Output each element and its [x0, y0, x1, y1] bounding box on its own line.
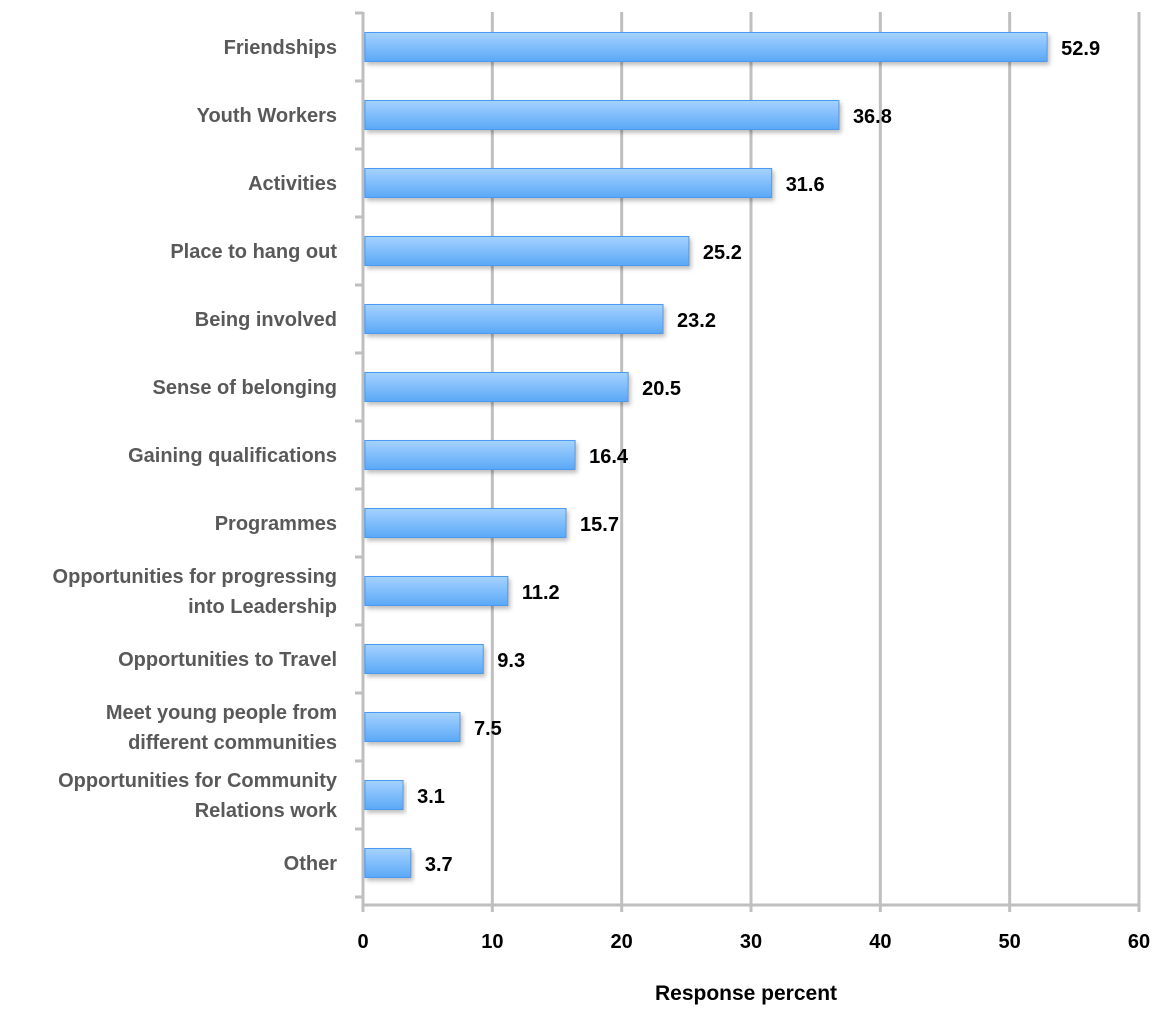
category-label-line: Programmes	[215, 513, 337, 535]
category-label-line: different communities	[128, 732, 337, 754]
bars	[364, 32, 1048, 878]
bar-11	[364, 712, 461, 742]
labels: 0 10 20 30 40 50 60 52.9 Friendships 36.8 Youth Wo…	[53, 37, 1151, 953]
bar-8	[364, 508, 567, 538]
value-label: 36.8	[853, 106, 892, 128]
bar-6	[364, 372, 629, 402]
category-label: Activities	[248, 173, 337, 195]
bar-5	[364, 304, 664, 334]
bar-7	[364, 440, 576, 470]
axes	[355, 11, 1141, 912]
category-label-line: into Leadership	[188, 596, 337, 618]
category-label-line: Opportunities for Community	[58, 770, 338, 792]
x-tick-label: 50	[999, 931, 1021, 953]
category-label: Sense of belonging	[153, 377, 337, 399]
bar-10	[364, 644, 484, 674]
category-label-line: Meet young people from	[106, 702, 337, 724]
category-label-line: Friendships	[224, 37, 337, 59]
x-axis-title: Response percent	[655, 982, 837, 1005]
value-label: 3.1	[417, 786, 445, 808]
value-label: 7.5	[474, 718, 502, 740]
category-label-line: Youth Workers	[197, 105, 337, 127]
bar-12	[364, 780, 404, 810]
value-label: 16.4	[589, 446, 629, 468]
x-tick-label: 20	[611, 931, 633, 953]
category-label: Opportunities for progressing into Leader…	[53, 566, 337, 618]
category-label-line: Being involved	[195, 309, 337, 331]
bar-9	[364, 576, 509, 606]
category-label: Other	[284, 853, 338, 875]
category-label: Place to hang out	[170, 241, 337, 263]
bar-2	[364, 100, 840, 130]
value-label: 23.2	[677, 310, 716, 332]
category-label: Youth Workers	[197, 105, 337, 127]
bar-4	[364, 236, 690, 266]
value-label: 31.6	[786, 174, 825, 196]
category-label-line: Activities	[248, 173, 337, 195]
category-label: Being involved	[195, 309, 337, 331]
value-label: 20.5	[642, 378, 681, 400]
category-label-line: Gaining qualifications	[128, 445, 337, 467]
bar-3	[364, 168, 773, 198]
x-tick-label: 10	[481, 931, 503, 953]
category-label: Programmes	[215, 513, 337, 535]
x-tick-label: 40	[869, 931, 891, 953]
category-label: Meet young people from different communit…	[106, 702, 337, 754]
x-tick-label: 0	[357, 931, 368, 953]
bar-1	[364, 32, 1048, 62]
value-label: 15.7	[580, 514, 619, 536]
bar-13	[364, 848, 412, 878]
value-label: 9.3	[497, 650, 525, 672]
gridlines	[490, 12, 1141, 905]
category-label: Gaining qualifications	[128, 445, 337, 467]
category-label-line: Opportunities for progressing	[53, 566, 337, 588]
value-label: 11.2	[522, 582, 560, 604]
category-label: Opportunities for Community Relations wor…	[58, 770, 338, 822]
value-label: 3.7	[425, 854, 453, 876]
category-label-line: Place to hang out	[170, 241, 337, 263]
x-tick-label: 30	[740, 931, 762, 953]
category-label: Friendships	[224, 37, 337, 59]
category-label-line: Sense of belonging	[153, 377, 337, 399]
value-label: 25.2	[703, 242, 742, 264]
category-label-line: Other	[284, 853, 338, 875]
value-label: 52.9	[1061, 38, 1100, 60]
x-tick-label: 60	[1128, 931, 1150, 953]
category-label-line: Relations work	[195, 800, 338, 822]
category-label-line: Opportunities to Travel	[118, 649, 337, 671]
category-label: Opportunities to Travel	[118, 649, 337, 671]
